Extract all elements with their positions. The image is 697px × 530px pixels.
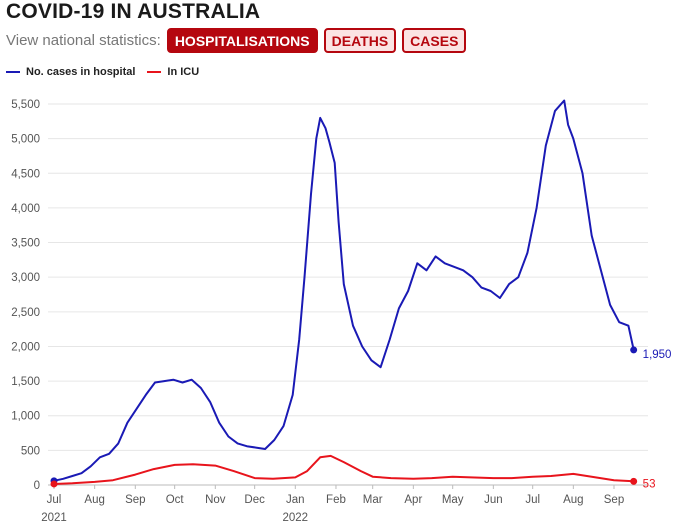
x-tick-label: Mar: [363, 494, 383, 506]
y-tick-label: 3,000: [11, 272, 40, 284]
y-tick-label: 2,500: [11, 307, 40, 319]
tab-hospitalisations[interactable]: HOSPITALISATIONS: [166, 28, 318, 53]
y-axis: 0 500 1,000 1,500 2,000 2,500 3,000 3,500 4,000 4…: [11, 99, 40, 492]
y-tick-label: 1,000: [11, 411, 40, 423]
x-tick-label: Feb: [326, 494, 346, 506]
series-end-point-hospital: [630, 346, 638, 354]
series-end-point-icu: [630, 477, 638, 485]
controls-label: View national statistics:: [6, 32, 161, 49]
legend-swatch-icu: [147, 71, 162, 73]
y-tick-label: 5,000: [11, 134, 40, 146]
x-tick-label: Sep: [125, 494, 145, 506]
x-tick-label: Aug: [84, 494, 104, 506]
series-start-point-icu: [50, 480, 58, 488]
x-tick-label: May: [442, 494, 464, 506]
x-tick-label: Apr: [404, 494, 422, 506]
y-tick-label: 4,000: [11, 203, 40, 215]
x-year-label: 2021: [41, 512, 67, 524]
stat-selector: View national statistics: HOSPITALISATIO…: [6, 28, 472, 53]
series-end-label-icu: 53: [643, 478, 656, 490]
series-end-label-hospital: 1,950: [643, 349, 672, 361]
y-tick-label: 2,000: [11, 341, 40, 353]
tab-deaths[interactable]: DEATHS: [323, 28, 397, 53]
legend-swatch-hospital: [6, 71, 20, 73]
x-tick-label: Jul: [525, 494, 540, 506]
x-tick-label: Sep: [604, 494, 624, 506]
grid: [48, 103, 648, 486]
x-tick-label: Aug: [563, 494, 583, 506]
y-tick-label: 5,500: [11, 99, 40, 111]
x-tick-label: Jan: [286, 494, 305, 506]
y-tick-label: 0: [34, 480, 40, 492]
page-title: COVID-19 IN AUSTRALIA: [6, 0, 261, 23]
legend-item-icu: In ICU: [147, 66, 199, 78]
y-tick-label: 3,500: [11, 238, 40, 250]
legend-label-hospital: No. cases in hospital: [26, 66, 136, 78]
x-tick-label: Jul: [47, 494, 62, 506]
series-line-hospital: [53, 99, 635, 482]
legend-label-icu: In ICU: [167, 66, 200, 78]
series-line-icu: [53, 454, 634, 485]
tab-cases[interactable]: CASES: [402, 28, 467, 53]
chart-legend: No. cases in hospital In ICU: [6, 66, 211, 78]
legend-item-hospital: No. cases in hospital: [6, 66, 135, 78]
x-tick-label: Jun: [484, 494, 503, 506]
x-axis: Jul Aug Sep Oct Nov Dec Jan Feb Mar Apr May Jun Jul A…: [41, 485, 624, 524]
series-lines: 1,950 53: [50, 99, 672, 490]
y-tick-label: 4,500: [11, 168, 40, 180]
x-tick-label: Nov: [205, 494, 226, 506]
y-tick-label: 500: [21, 445, 40, 457]
x-year-label: 2022: [283, 512, 309, 524]
x-tick-label: Dec: [244, 494, 265, 506]
y-tick-label: 1,500: [11, 376, 40, 388]
x-tick-label: Oct: [166, 494, 185, 506]
